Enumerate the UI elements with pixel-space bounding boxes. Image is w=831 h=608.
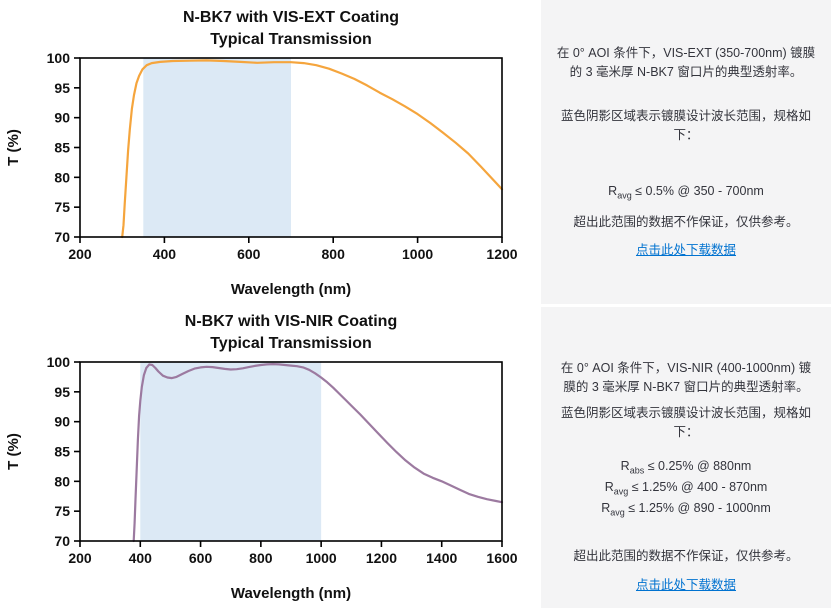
x-tick-label: 800 [249, 550, 273, 566]
y-tick-label: 85 [54, 140, 70, 156]
chart-subtitle: Typical Transmission [210, 31, 372, 48]
spec-line: Ravg ≤ 1.25% @ 890 - 1000nm [555, 499, 817, 520]
x-tick-label: 800 [322, 246, 346, 262]
download-data-link[interactable]: 点击此处下载数据 [635, 578, 736, 593]
vis-nir-info-panel: 在 0° AOI 条件下，VIS-NIR (400-1000nm) 镀膜的 3 … [541, 304, 831, 608]
design-wavelength-band [143, 58, 291, 237]
spec-line: Rabs ≤ 0.25% @ 880nm [555, 457, 817, 478]
x-axis-label: Wavelength (nm) [231, 585, 351, 602]
x-tick-label: 1400 [426, 550, 457, 566]
disclaimer-text: 超出此范围的数据不作保证，仅供参考。 [573, 548, 799, 563]
spec-subscript: abs [629, 465, 645, 475]
y-tick-label: 95 [54, 80, 70, 96]
x-tick-label: 1200 [366, 550, 397, 566]
vis-ext-section: 200 400 600 800 1000 1200 70 75 80 85 90 95 100 N-BK7… [0, 0, 831, 304]
spec-symbol: R [608, 183, 618, 198]
spec-value: ≤ 0.5% @ 350 - 700nm [631, 183, 764, 198]
spec-value: ≤ 0.25% @ 880nm [644, 458, 752, 473]
vis-nir-section: 200 400 600 800 1000 1200 1400 1600 70 75 80 85 90 95… [0, 304, 831, 608]
chart-subtitle: Typical Transmission [210, 335, 372, 352]
spec-symbol: R [601, 501, 611, 516]
y-tick-label: 100 [47, 50, 71, 66]
y-tick-label: 70 [54, 229, 70, 245]
spec-subscript: avg [617, 190, 632, 200]
x-tick-label: 400 [129, 550, 153, 566]
x-tick-label: 200 [68, 550, 92, 566]
y-tick-label: 95 [54, 384, 70, 400]
y-tick-label: 90 [54, 110, 70, 126]
vis-ext-chart-area: 200 400 600 800 1000 1200 70 75 80 85 90 95 100 N-BK7… [0, 0, 541, 304]
vis-ext-info-panel: 在 0° AOI 条件下，VIS-EXT (350-700nm) 镀膜的 3 毫… [541, 0, 831, 304]
download-data-link[interactable]: 点击此处下载数据 [635, 243, 736, 258]
y-axis-label: T (%) [5, 433, 22, 470]
spec-line: Ravg ≤ 0.5% @ 350 - 700nm [555, 182, 817, 203]
y-tick-label: 75 [54, 199, 70, 215]
shaded-region-note: 蓝色阴影区域表示镀膜设计波长范围，规格如下： [560, 108, 811, 143]
x-tick-label: 1200 [486, 246, 517, 262]
spec-line: Ravg ≤ 1.25% @ 400 - 870nm [555, 478, 817, 499]
y-tick-label: 70 [54, 533, 70, 549]
y-tick-label: 85 [54, 444, 70, 460]
shaded-region-note: 蓝色阴影区域表示镀膜设计波长范围，规格如下： [560, 405, 811, 440]
vis-nir-chart-area: 200 400 600 800 1000 1200 1400 1600 70 75 80 85 90 95… [0, 304, 541, 608]
design-wavelength-band [140, 362, 322, 541]
spec-value: ≤ 1.25% @ 400 - 870nm [628, 479, 768, 494]
x-tick-label: 600 [237, 246, 261, 262]
coating-description: 在 0° AOI 条件下，VIS-NIR (400-1000nm) 镀膜的 3 … [560, 361, 812, 395]
y-tick-label: 80 [54, 169, 70, 185]
vis-nir-transmission-chart: 200 400 600 800 1000 1200 1400 1600 70 75 80 85 90 95… [5, 313, 518, 602]
x-tick-label: 400 [153, 246, 177, 262]
spec-list: Ravg ≤ 0.5% @ 350 - 700nm [555, 182, 817, 203]
x-axis-label: Wavelength (nm) [231, 281, 351, 298]
disclaimer-text: 超出此范围的数据不作保证，仅供参考。 [573, 214, 799, 229]
x-tick-label: 1000 [306, 550, 337, 566]
chart-title: N-BK7 with VIS-EXT Coating [183, 9, 399, 26]
x-tick-label: 200 [68, 246, 92, 262]
spec-symbol: R [604, 479, 614, 494]
y-tick-label: 100 [47, 354, 71, 370]
y-axis-label: T (%) [5, 129, 22, 166]
spec-symbol: R [620, 458, 630, 473]
transmission-curve [132, 362, 504, 543]
spec-value: ≤ 1.25% @ 890 - 1000nm [624, 501, 771, 516]
spec-subscript: avg [613, 486, 629, 497]
vis-ext-transmission-chart: 200 400 600 800 1000 1200 70 75 80 85 90 95 100 N-BK7… [5, 9, 518, 298]
x-tick-label: 1000 [402, 246, 433, 262]
coating-description: 在 0° AOI 条件下，VIS-EXT (350-700nm) 镀膜的 3 毫… [556, 46, 816, 80]
y-tick-label: 90 [54, 414, 70, 430]
x-tick-label: 600 [189, 550, 213, 566]
spec-list: Rabs ≤ 0.25% @ 880nm Ravg ≤ 1.25% @ 400 … [555, 457, 817, 521]
y-tick-label: 75 [54, 503, 70, 519]
transmission-curve [121, 59, 504, 239]
spec-subscript: avg [610, 507, 625, 518]
x-tick-label: 1600 [486, 550, 517, 566]
chart-title: N-BK7 with VIS-NIR Coating [185, 313, 397, 330]
y-tick-label: 80 [54, 473, 70, 489]
